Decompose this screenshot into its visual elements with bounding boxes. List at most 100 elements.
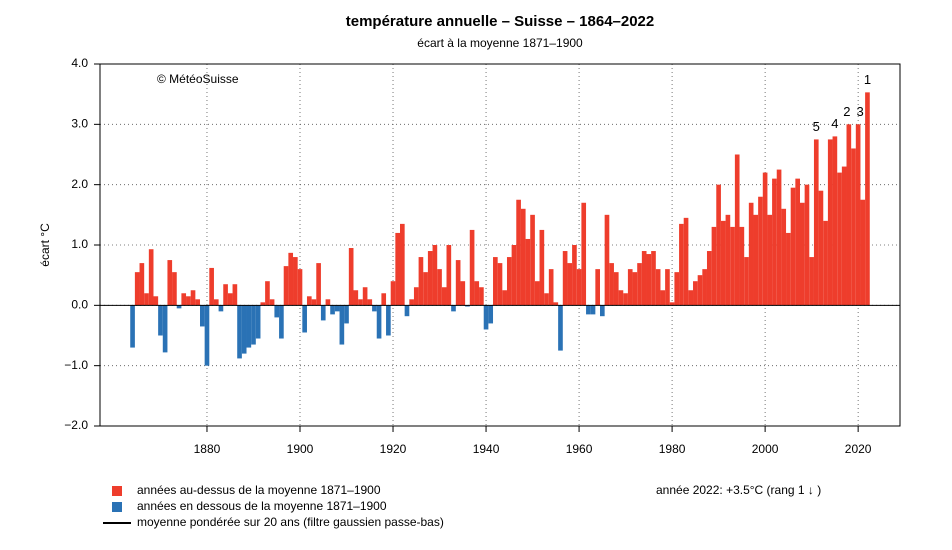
bar [809, 257, 814, 306]
bar [362, 287, 368, 306]
bar [372, 305, 377, 312]
bar [162, 305, 168, 353]
x-tick-label: 1900 [287, 442, 314, 456]
bar [311, 299, 317, 306]
bar [167, 260, 173, 306]
x-tick-label: 1880 [194, 442, 221, 456]
y-tick-label: 3.0 [71, 117, 88, 131]
bar [274, 305, 280, 318]
bar [506, 257, 512, 306]
bar [437, 269, 442, 306]
bar [813, 139, 819, 306]
bar [269, 299, 275, 306]
bar [455, 260, 461, 306]
bar [255, 305, 261, 339]
bar [865, 92, 870, 306]
bar [353, 290, 359, 306]
bar [395, 232, 400, 306]
bar [325, 299, 331, 306]
bar [530, 214, 535, 306]
bar [237, 305, 242, 359]
bar [818, 190, 824, 306]
bar [227, 293, 233, 306]
y-tick-label: 4.0 [71, 56, 88, 70]
bar [469, 229, 475, 306]
bar [590, 305, 596, 315]
bar [837, 172, 842, 306]
bar [400, 223, 405, 306]
bar [441, 287, 447, 306]
bar [646, 254, 652, 306]
bar [232, 284, 238, 306]
bar [181, 293, 187, 306]
bar [241, 305, 247, 354]
chart-title: température annuelle – Suisse – 1864–202… [346, 13, 655, 30]
bar [200, 305, 205, 327]
bar [753, 214, 759, 306]
y-tick-label: 0.0 [71, 298, 88, 312]
chart-subtitle: écart à la moyenne 1871–1900 [417, 36, 583, 50]
bar [139, 263, 145, 306]
bar [418, 257, 424, 306]
bar [223, 284, 228, 306]
bar [604, 214, 610, 306]
bar [539, 229, 545, 306]
bar [683, 217, 689, 306]
bar [404, 305, 410, 317]
bar [795, 178, 800, 306]
bar [544, 293, 549, 306]
bar [618, 290, 624, 306]
bar [483, 305, 489, 330]
bar [720, 220, 726, 306]
legend-label: années en dessous de la moyenne 1871–190… [137, 499, 387, 513]
rank-label: 3 [857, 104, 864, 119]
bar [758, 196, 763, 306]
bar [130, 305, 135, 348]
bar [823, 220, 828, 306]
bar [446, 245, 452, 306]
bar [581, 202, 587, 306]
y-tick-label: −1.0 [64, 358, 88, 372]
rank-label: 1 [864, 72, 871, 87]
bar [851, 148, 856, 306]
bar [293, 257, 298, 306]
bar [632, 272, 638, 306]
rank-label: 2 [843, 104, 850, 119]
bar [767, 214, 773, 306]
bar [641, 251, 647, 306]
bar [846, 124, 852, 306]
bar [409, 299, 414, 306]
legend-swatch [112, 502, 122, 512]
bar [613, 272, 619, 306]
bar [386, 305, 391, 336]
bar [669, 302, 675, 306]
bar [702, 269, 707, 306]
y-tick-label: −2.0 [64, 418, 88, 432]
bar [176, 305, 182, 309]
bar [306, 296, 312, 306]
bar [744, 257, 749, 306]
bar [655, 269, 661, 306]
bar [804, 184, 810, 306]
bar [158, 305, 163, 336]
bar [688, 290, 694, 306]
bar [148, 249, 154, 306]
bar [781, 208, 787, 306]
bar [246, 305, 252, 348]
bar [600, 305, 605, 317]
bar [553, 302, 559, 306]
bar [186, 296, 191, 306]
bar [479, 287, 484, 306]
x-tick-label: 2020 [845, 442, 872, 456]
bar [693, 281, 698, 306]
x-tick-label: 1980 [659, 442, 686, 456]
bar [762, 172, 768, 306]
bar [716, 184, 721, 306]
bar [493, 257, 498, 306]
bar [381, 293, 387, 306]
y-axis-label: écart °C [38, 223, 52, 267]
bar [739, 226, 745, 306]
bar [586, 305, 591, 315]
note: année 2022: +3.5°C (rang 1 ↓ ) [656, 483, 821, 497]
